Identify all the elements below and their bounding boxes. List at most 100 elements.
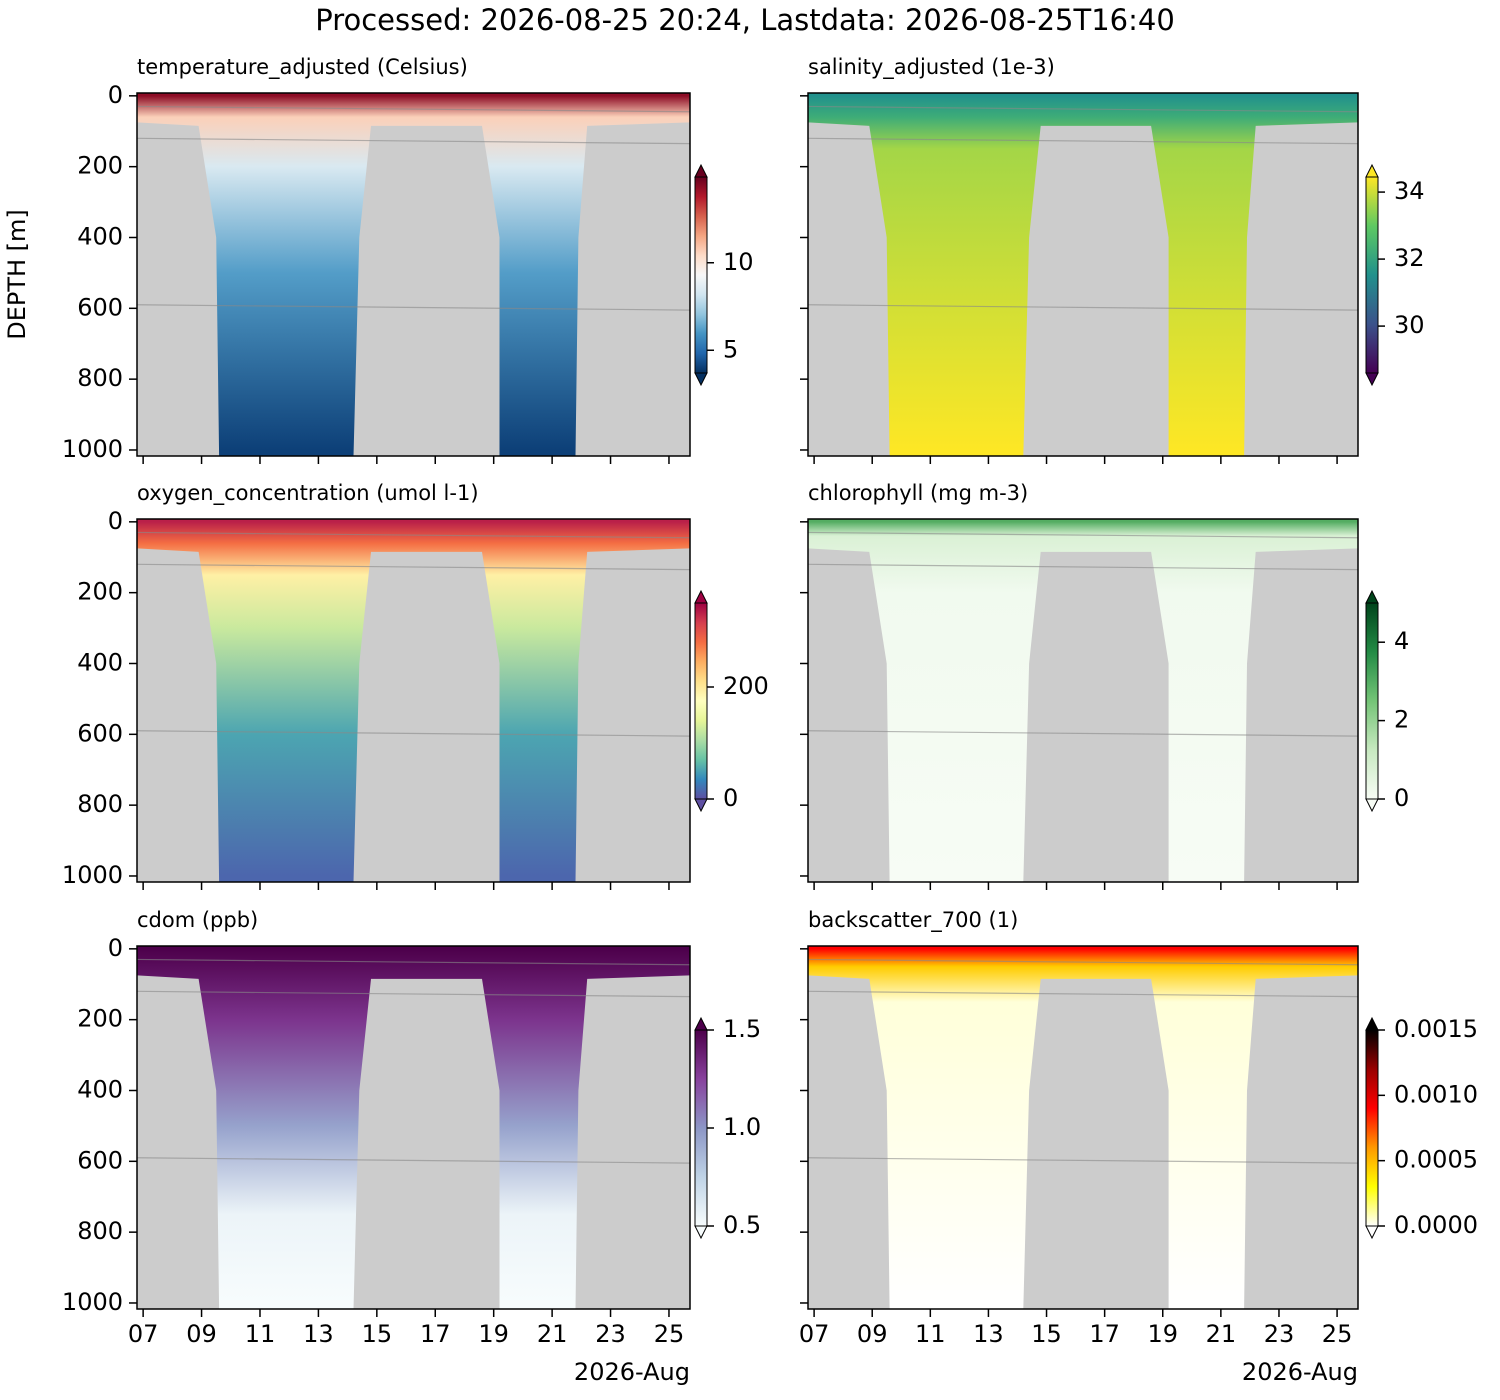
x-tick-label: 11 [245, 1320, 276, 1348]
colorbar [695, 603, 707, 799]
colorbar-tick-label: 0.0000 [1394, 1211, 1478, 1239]
y-tick-label: 1000 [62, 1288, 123, 1316]
colorbar-tick-label: 0.0005 [1394, 1146, 1478, 1174]
data-field [808, 93, 1358, 456]
colorbar-tick-label: 200 [723, 672, 769, 700]
isoline [136, 990, 691, 998]
colorbar [1366, 177, 1378, 373]
panel-title: backscatter_700 (1) [808, 908, 1018, 933]
axes-frame [136, 518, 691, 883]
colorbar-extend-min [694, 1225, 708, 1240]
colorbar-tick-label: 0 [1394, 784, 1409, 812]
colorbar-extend-max [694, 163, 708, 178]
colorbar [1366, 1030, 1378, 1226]
x-tick-label: 07 [128, 1320, 159, 1348]
panel-title: oxygen_concentration (umol l-1) [137, 481, 479, 506]
figure-title: Processed: 2026-08-25 20:24, Lastdata: 2… [315, 3, 1175, 37]
panel-title: cdom (ppb) [137, 908, 258, 932]
y-tick-label: 800 [77, 790, 123, 818]
y-tick-label: 800 [77, 364, 123, 392]
data-field [808, 946, 1358, 1309]
axes-frame [136, 945, 691, 1310]
x-tick-label: 09 [857, 1320, 888, 1348]
axes-frame [807, 92, 1359, 457]
x-tick-label: 23 [1264, 1320, 1295, 1348]
y-tick-label: 400 [77, 1075, 123, 1103]
colorbar-tick-label: 0.5 [723, 1211, 761, 1239]
colorbar-extend-min [1365, 798, 1379, 813]
colorbar-tick-label: 10 [723, 248, 754, 276]
axes-frame [807, 518, 1359, 883]
isoline [136, 105, 691, 113]
y-axis-label: DEPTH [m] [3, 209, 31, 340]
colorbar-frame [694, 176, 708, 374]
colorbar [1366, 603, 1378, 799]
y-tick-label: 1000 [62, 861, 123, 889]
data-field [137, 93, 690, 456]
colorbar-extend-max [1365, 589, 1379, 604]
colorbar-frame [1365, 1029, 1379, 1227]
isoline [807, 958, 1359, 966]
colorbar-tick-label: 32 [1394, 244, 1425, 272]
isoline [807, 304, 1359, 311]
x-tick-label: 07 [799, 1320, 830, 1348]
axes-frame [136, 92, 691, 457]
colorbar [695, 177, 707, 373]
colorbar-extend-min [1365, 372, 1379, 387]
x-tick-label: 17 [1089, 1320, 1120, 1348]
colorbar-extend-min [1365, 1225, 1379, 1240]
colorbar-tick-label: 0.0015 [1394, 1015, 1478, 1043]
x-axis-label: 2026-Aug [574, 1358, 690, 1386]
x-tick-label: 25 [654, 1320, 685, 1348]
isoline [136, 730, 691, 737]
x-tick-label: 19 [478, 1320, 509, 1348]
y-tick-label: 0 [108, 81, 123, 109]
y-tick-label: 200 [77, 578, 123, 606]
y-tick-label: 200 [77, 1005, 123, 1033]
panel-title: salinity_adjusted (1e-3) [808, 55, 1055, 80]
y-tick-label: 0 [108, 934, 123, 962]
isoline [136, 137, 691, 145]
y-tick-label: 200 [77, 152, 123, 180]
isoline [136, 304, 691, 311]
colorbar-tick-label: 2 [1394, 706, 1409, 734]
y-tick-label: 600 [77, 1146, 123, 1174]
y-tick-label: 600 [77, 293, 123, 321]
x-tick-label: 21 [1206, 1320, 1237, 1348]
isoline [807, 563, 1359, 571]
colorbar-tick-label: 0.0010 [1394, 1080, 1478, 1108]
x-tick-label: 15 [362, 1320, 393, 1348]
colorbar-extend-max [1365, 163, 1379, 178]
y-tick-label: 400 [77, 222, 123, 250]
colorbar-tick-label: 1.5 [723, 1015, 761, 1043]
panel-title: temperature_adjusted (Celsius) [137, 55, 468, 80]
colorbar-frame [1365, 602, 1379, 800]
colorbar-frame [694, 602, 708, 800]
isoline [807, 137, 1359, 145]
colorbar-tick-label: 5 [723, 335, 738, 363]
y-tick-label: 400 [77, 648, 123, 676]
x-tick-label: 09 [186, 1320, 217, 1348]
isoline [136, 531, 691, 539]
panel-title: chlorophyll (mg m-3) [808, 481, 1028, 505]
data-field [137, 946, 690, 1309]
isoline [807, 990, 1359, 998]
x-tick-label: 17 [420, 1320, 451, 1348]
isoline [136, 1157, 691, 1164]
x-axis-label: 2026-Aug [1242, 1358, 1358, 1386]
colorbar-extend-min [694, 372, 708, 387]
axes-frame [807, 945, 1359, 1310]
x-tick-label: 19 [1147, 1320, 1178, 1348]
colorbar-tick-label: 0 [723, 784, 738, 812]
colorbar-extend-max [694, 589, 708, 604]
x-tick-label: 13 [303, 1320, 334, 1348]
isoline [136, 563, 691, 571]
colorbar-tick-label: 1.0 [723, 1113, 761, 1141]
colorbar-extend-min [694, 798, 708, 813]
y-tick-label: 800 [77, 1217, 123, 1245]
colorbar [695, 1030, 707, 1226]
x-tick-label: 25 [1322, 1320, 1353, 1348]
isoline [807, 730, 1359, 737]
isoline [807, 531, 1359, 539]
